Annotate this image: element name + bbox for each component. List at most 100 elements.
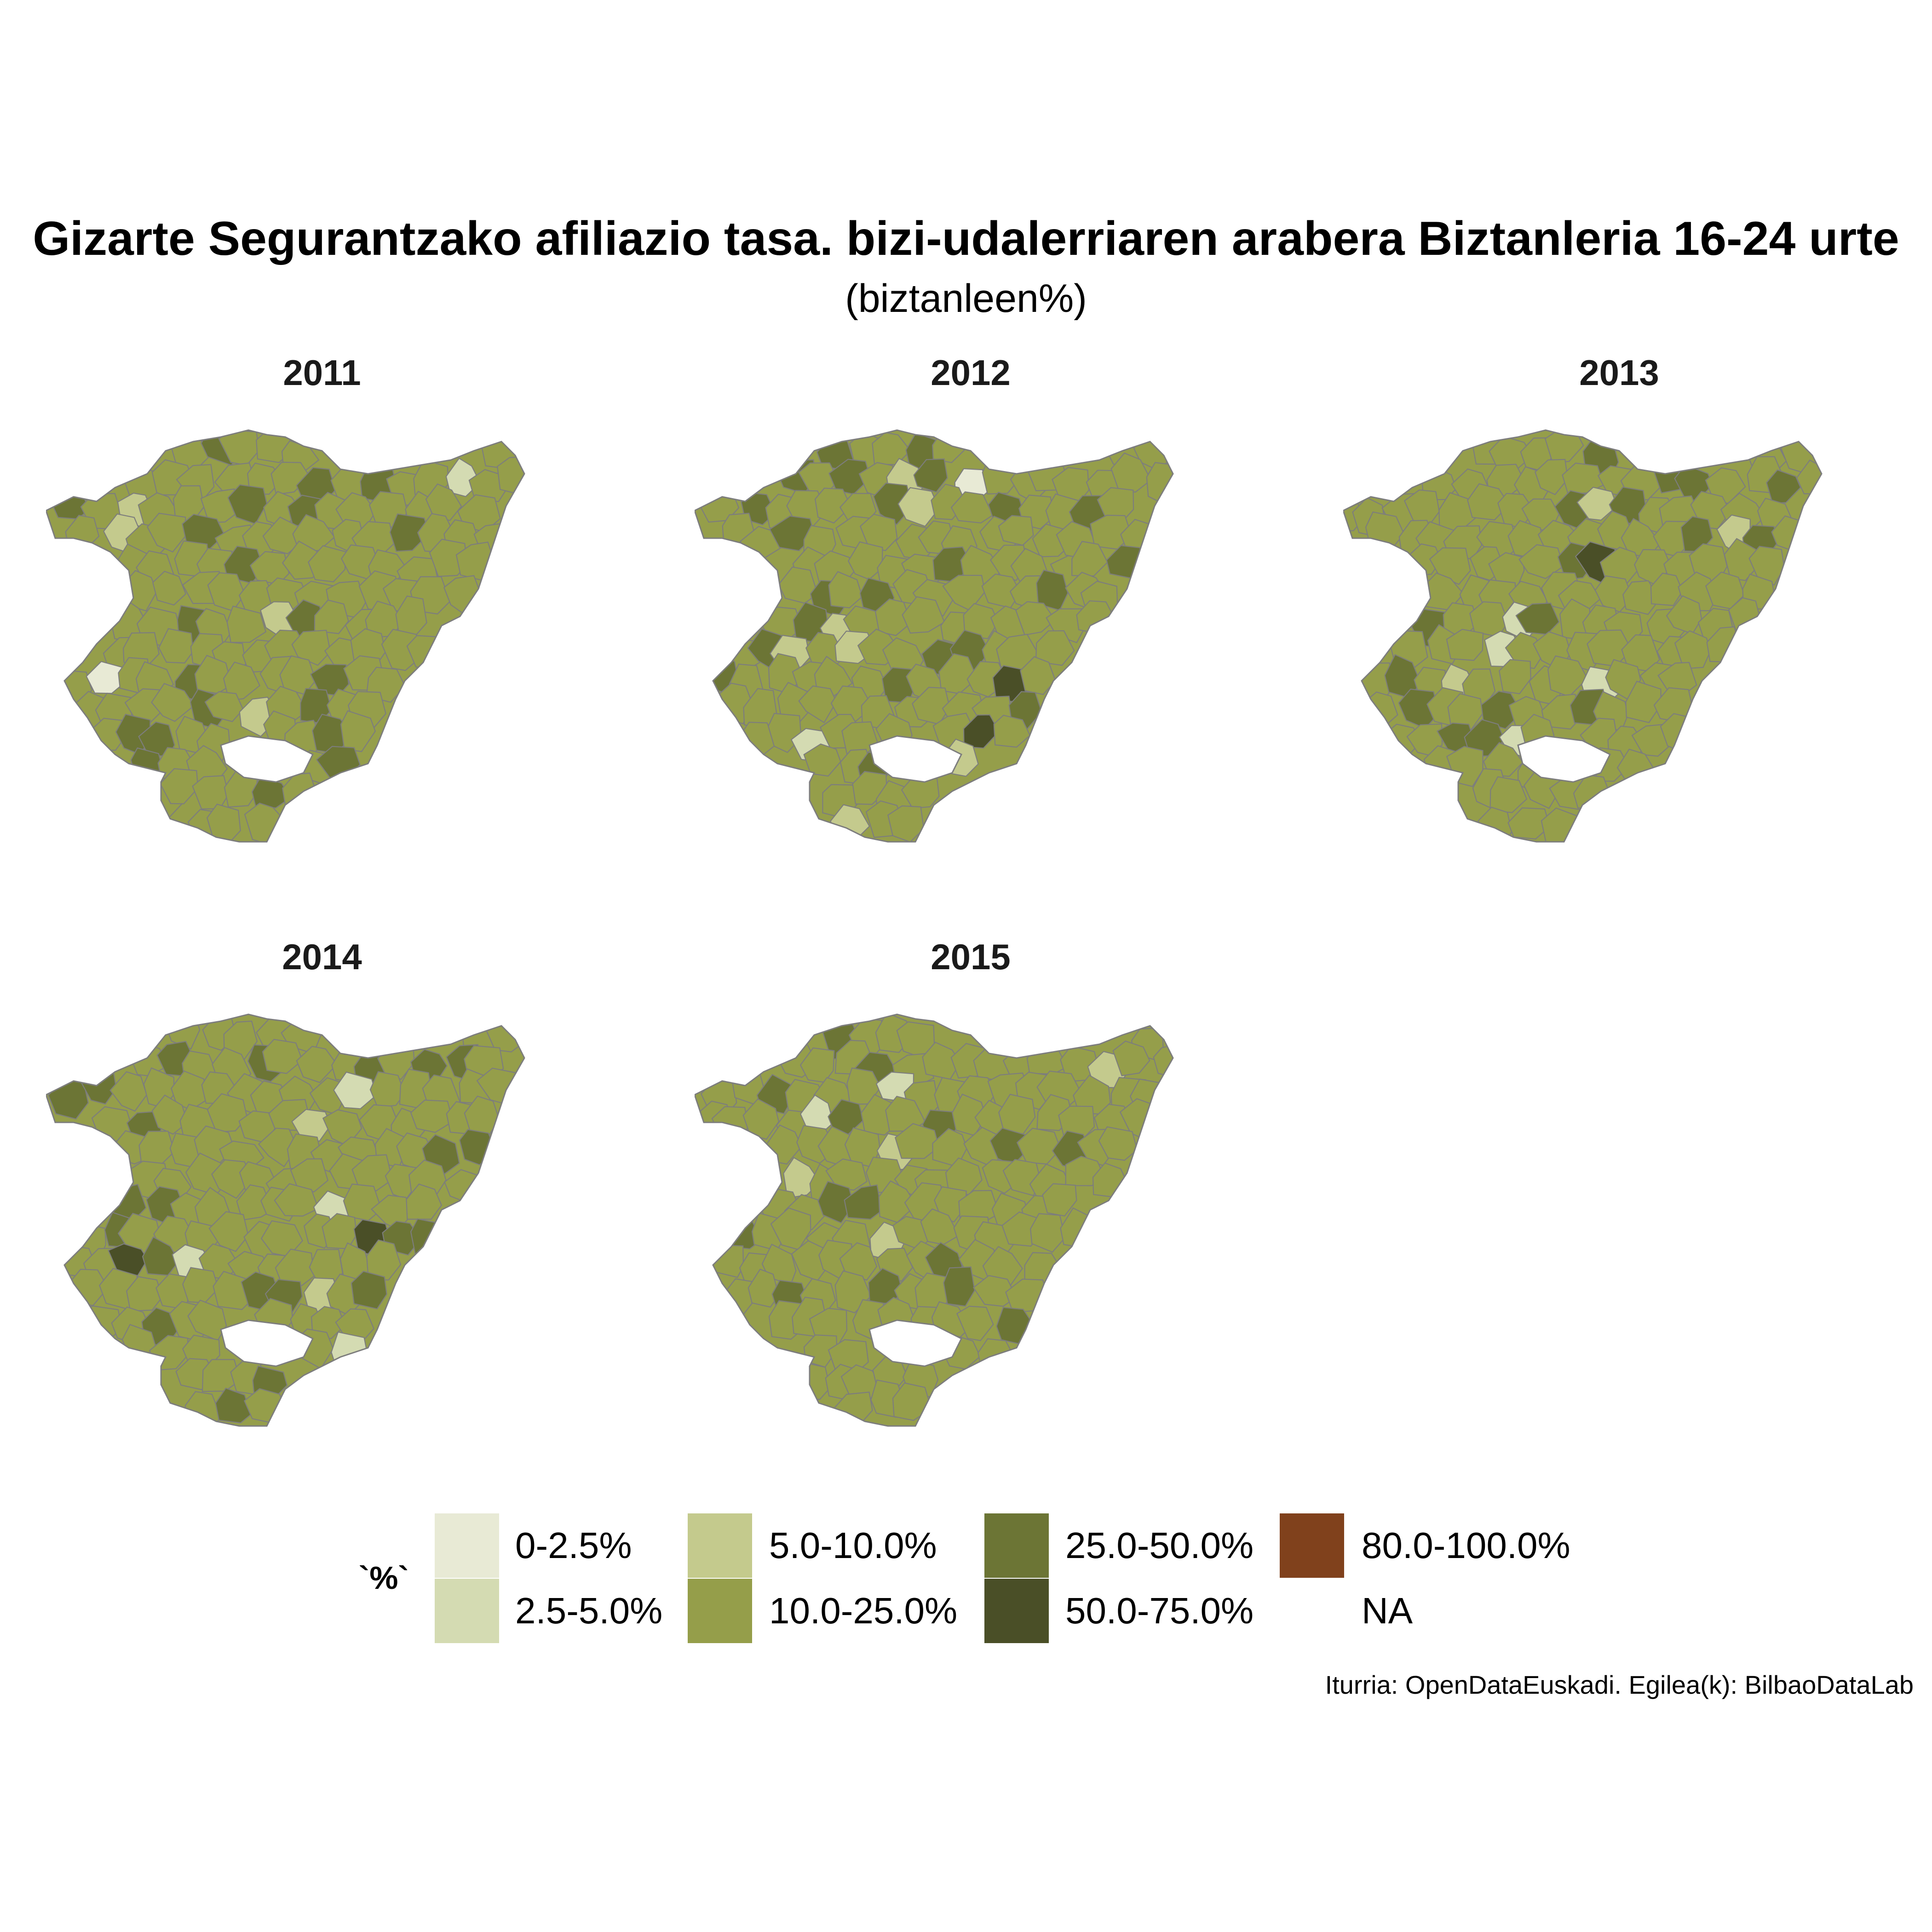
municipality-cell (226, 605, 267, 643)
municipality-cell (892, 1382, 932, 1421)
municipality-cell (993, 714, 1031, 748)
municipality-cell (206, 804, 241, 842)
legend-swatch-6 (1280, 1513, 1344, 1578)
map-outline (46, 1013, 525, 1427)
municipality-cell (258, 1127, 298, 1167)
municipality-cell (1026, 1040, 1068, 1075)
municipality-cell (425, 483, 462, 521)
municipality-cell (950, 491, 994, 523)
municipality-cell (825, 1158, 868, 1191)
legend-label-5: 50.0-75.0% (1065, 1590, 1254, 1631)
municipality-cell (814, 488, 852, 524)
municipality-cell (1467, 483, 1510, 521)
map-outline (695, 429, 1174, 843)
municipality-cell (1098, 1126, 1138, 1161)
legend-swatch-0 (435, 1513, 499, 1578)
municipality-cell (1724, 538, 1764, 581)
chart-subtitle: (biztanleen%) (845, 276, 1087, 321)
legend-label-3: 10.0-25.0% (769, 1590, 958, 1631)
municipality-cell (340, 710, 376, 753)
municipality-cell (497, 456, 524, 495)
municipality-cell (803, 743, 841, 777)
legend-swatch-2 (688, 1513, 752, 1578)
municipality-cell (817, 1181, 854, 1224)
municipality-cell (708, 1244, 744, 1278)
map-2013 (1343, 429, 1823, 843)
municipality-cell (146, 512, 186, 553)
municipality-cell (844, 1184, 882, 1220)
municipality-cell (1535, 459, 1569, 495)
chart-title: Gizarte Segurantzako afiliazio tasa. biz… (33, 212, 1899, 265)
municipality-cell (943, 1266, 975, 1307)
municipality-cell (215, 1387, 252, 1424)
panel-title-2012: 2012 (931, 352, 1011, 393)
legend-label-0: 0-2.5% (515, 1525, 632, 1566)
municipality-cell (1042, 1183, 1077, 1217)
panel-title-2015: 2015 (931, 937, 1011, 977)
municipality-cell (1507, 807, 1551, 840)
municipality-cell (389, 513, 430, 552)
municipality-cell (1518, 544, 1564, 579)
municipality-cell (236, 1184, 274, 1221)
municipality-cell (1748, 546, 1785, 586)
municipality-cell (1674, 630, 1712, 669)
map-2011 (46, 429, 525, 843)
municipality-cell (1446, 628, 1484, 661)
municipality-cell (410, 1099, 454, 1133)
legend-title: `%` (359, 1560, 409, 1596)
municipality-cell (109, 1071, 148, 1112)
municipality-cell (152, 570, 187, 606)
map-outline (695, 1013, 1174, 1427)
map-2014 (46, 1013, 525, 1427)
legend-label-7: NA (1362, 1590, 1413, 1631)
legend-label-1: 2.5-5.0% (515, 1590, 663, 1631)
municipality-cell (274, 1183, 319, 1217)
municipality-cell (1110, 452, 1152, 493)
municipality-cell (151, 1094, 188, 1135)
municipality-cell (874, 598, 912, 636)
legend-swatch-4 (984, 1513, 1049, 1578)
municipality-cell (1622, 580, 1660, 615)
municipality-cell (1796, 459, 1822, 494)
municipality-cell (158, 628, 194, 664)
municipality-cell (406, 1183, 443, 1220)
municipality-cell (1481, 690, 1523, 730)
municipality-cell (1035, 630, 1075, 666)
map-outline (1343, 429, 1823, 843)
municipality-cell (126, 1276, 163, 1312)
municipality-cell (366, 1239, 402, 1281)
municipality-cell (963, 603, 999, 639)
municipality-cell (913, 458, 948, 493)
municipality-cell (204, 691, 244, 722)
municipality-cell (748, 1268, 780, 1308)
municipality-cell (369, 1071, 405, 1108)
municipality-cell (207, 1093, 248, 1133)
municipality-cell (291, 629, 331, 666)
municipality-cell (982, 455, 1018, 494)
municipality-cell (1489, 776, 1528, 813)
municipality-cell (262, 1039, 303, 1074)
municipality-cell (956, 1305, 994, 1341)
municipality-cell (1483, 742, 1524, 777)
municipality-cell (291, 1109, 332, 1142)
municipality-cell (894, 1123, 940, 1159)
municipality-cell (859, 513, 898, 552)
municipality-cell (1576, 487, 1618, 521)
municipality-cell (1029, 1213, 1066, 1253)
legend-swatch-7 (1280, 1579, 1344, 1643)
municipality-cell (1505, 632, 1544, 669)
municipality-cell (208, 1211, 249, 1252)
municipality-cell (1499, 659, 1531, 695)
panel-title-2011: 2011 (283, 352, 361, 393)
panel-title-2014: 2014 (282, 937, 362, 977)
municipality-cell (873, 483, 913, 525)
municipality-cell (1015, 601, 1056, 636)
legend-swatch-5 (984, 1579, 1049, 1643)
municipality-cell (1112, 1040, 1150, 1076)
municipality-cell (275, 1248, 315, 1289)
municipality-cell (793, 1361, 831, 1400)
legend-swatch-3 (688, 1579, 752, 1643)
municipality-cell (1020, 656, 1056, 695)
source-caption: Iturria: OpenDataEuskadi. Egilea(k): Bil… (1325, 1670, 1914, 1699)
legend-label-6: 80.0-100.0% (1362, 1525, 1570, 1566)
